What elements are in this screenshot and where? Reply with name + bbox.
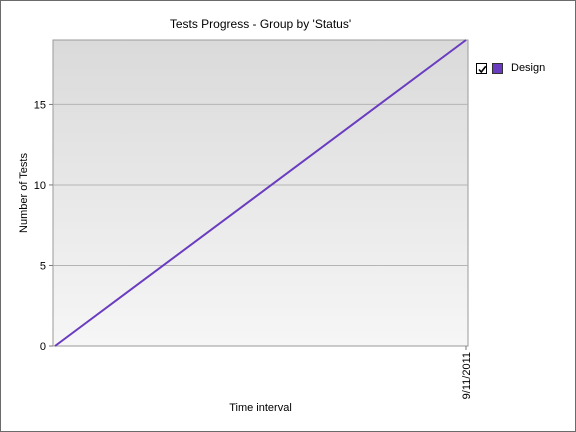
- legend-label-design: Design: [511, 62, 546, 74]
- chart-title: Tests Progress - Group by 'Status': [169, 17, 352, 31]
- y-tick-label: 5: [40, 260, 46, 272]
- y-tick-label: 15: [34, 99, 46, 111]
- series-line-design: [54, 39, 467, 347]
- y-tick-label: 10: [34, 180, 46, 192]
- x-tick-label: 9/11/2011: [461, 352, 473, 399]
- legend: Design: [476, 61, 545, 75]
- y-tick-label: 0: [40, 341, 46, 353]
- legend-checkbox-design[interactable]: [476, 62, 487, 74]
- y-axis-label: Number of Tests: [18, 153, 30, 233]
- x-axis-label: Time interval: [229, 402, 292, 414]
- checkmark-icon: [478, 65, 487, 73]
- legend-swatch-design: [492, 62, 503, 74]
